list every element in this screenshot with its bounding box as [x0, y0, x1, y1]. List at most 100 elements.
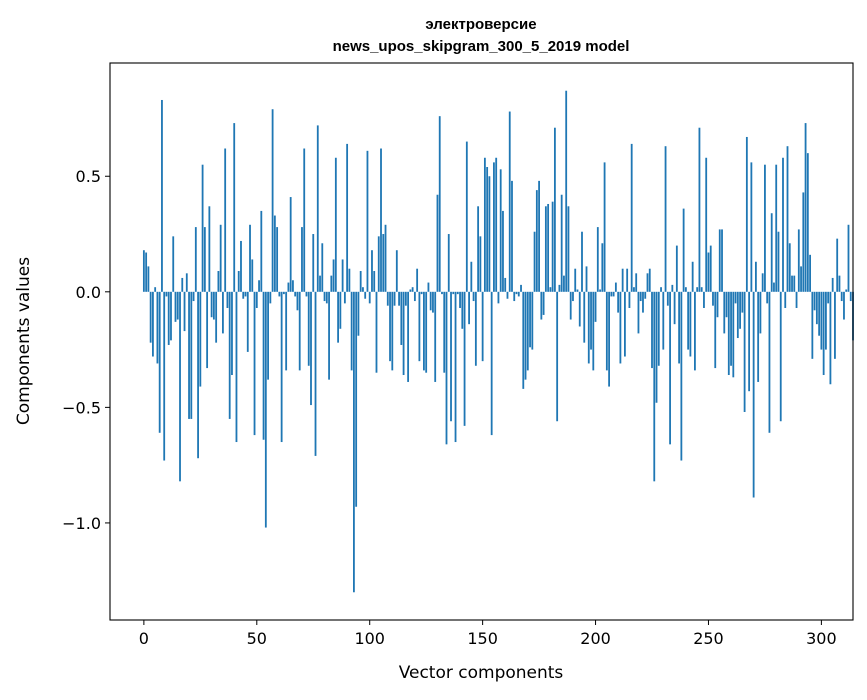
bar — [395, 250, 398, 292]
bar — [493, 162, 495, 292]
bar — [359, 271, 362, 292]
bar — [348, 268, 351, 292]
bar — [820, 291, 823, 350]
bar — [619, 291, 622, 364]
bar — [454, 291, 457, 443]
bar — [567, 206, 570, 292]
bar — [427, 282, 430, 292]
chart-title-line2: news_upos_skipgram_300_5_2019 model — [333, 38, 630, 55]
bar — [736, 291, 739, 339]
bar — [350, 291, 353, 371]
bar — [610, 291, 613, 297]
bar — [596, 227, 599, 292]
bar — [838, 275, 841, 292]
bar — [192, 291, 195, 302]
bar — [463, 291, 466, 426]
bar — [520, 284, 522, 292]
bar — [822, 291, 825, 376]
bar — [271, 109, 274, 292]
bar — [382, 234, 385, 292]
bar — [714, 291, 717, 369]
bar — [687, 291, 690, 350]
bar — [389, 291, 391, 362]
bar — [684, 287, 687, 292]
bar — [260, 210, 263, 292]
bar — [662, 291, 665, 350]
bar — [773, 282, 775, 292]
bar — [255, 291, 258, 308]
bar — [644, 291, 647, 299]
bar — [411, 287, 414, 292]
bar — [502, 210, 504, 292]
bar — [170, 291, 172, 341]
bar — [371, 250, 373, 292]
bar — [357, 291, 360, 336]
bar-series — [142, 90, 854, 593]
bar — [533, 231, 536, 292]
bar — [624, 291, 626, 357]
bar — [544, 206, 547, 292]
bar — [346, 143, 349, 292]
bar — [222, 291, 224, 334]
bar — [836, 238, 839, 292]
bar — [341, 259, 344, 292]
y-axis-label: Components values — [14, 257, 34, 425]
bar — [843, 291, 845, 320]
bar — [635, 273, 638, 292]
bar — [797, 229, 800, 292]
bar — [825, 291, 827, 350]
bar — [450, 291, 452, 422]
bar — [418, 291, 421, 362]
bar — [779, 291, 782, 422]
bar — [563, 275, 565, 292]
bar — [517, 291, 520, 297]
bar — [849, 291, 852, 302]
bar — [522, 291, 525, 389]
x-tick-label: 50 — [247, 629, 267, 648]
bar — [477, 206, 480, 292]
bar — [226, 291, 229, 308]
bar — [549, 287, 552, 292]
bar — [443, 291, 446, 373]
bar — [691, 261, 694, 292]
bar — [655, 291, 658, 403]
bar — [434, 291, 437, 382]
bar — [296, 291, 299, 311]
bar — [362, 287, 364, 292]
bar — [384, 224, 387, 292]
bar — [409, 289, 412, 292]
chart-title-line1: электроверсие — [425, 16, 536, 33]
bar — [707, 252, 710, 292]
bar — [404, 291, 407, 306]
bar — [806, 153, 809, 292]
bar — [818, 291, 821, 336]
bar — [237, 271, 240, 292]
bar — [282, 291, 285, 295]
bar — [754, 261, 757, 292]
bar — [524, 291, 527, 380]
bar — [240, 240, 242, 292]
bar — [732, 291, 735, 378]
y-tick-label: 0.5 — [76, 167, 101, 186]
x-tick-label: 300 — [806, 629, 837, 648]
bar — [630, 143, 633, 292]
bar — [197, 291, 199, 459]
bar — [142, 250, 145, 292]
bar — [456, 291, 459, 295]
y-tick-label: −1.0 — [62, 514, 101, 533]
bar — [217, 271, 220, 292]
bar — [429, 291, 432, 311]
bar — [847, 224, 850, 292]
bar — [145, 252, 148, 292]
x-tick-label: 200 — [580, 629, 611, 648]
bar — [479, 236, 482, 292]
bar — [648, 268, 651, 292]
bar — [172, 236, 175, 292]
bar — [700, 287, 703, 292]
bar — [809, 254, 811, 292]
bar — [452, 291, 455, 295]
bar — [831, 277, 834, 292]
bar — [391, 291, 394, 371]
bar — [637, 291, 640, 334]
